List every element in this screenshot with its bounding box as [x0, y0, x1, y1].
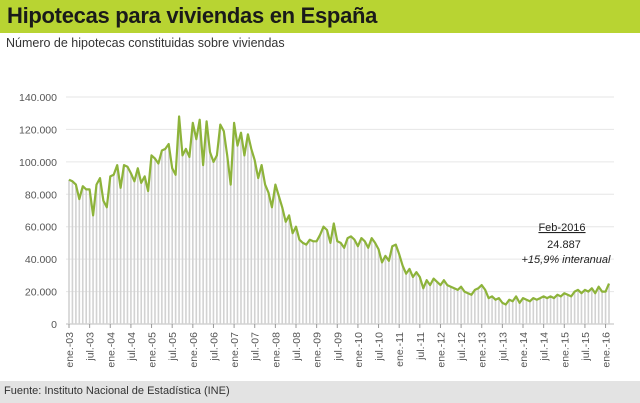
annotation-label: Feb-2016: [538, 222, 585, 234]
x-tick-label: ene.-04: [105, 332, 117, 368]
y-axis-ticks: 0 20.000 40.000 60.000 80.000 100.000 120.000 1…: [19, 92, 57, 331]
x-tick-label: ene.-09: [312, 332, 324, 368]
x-tick-label: jul.-06: [208, 332, 220, 362]
y-tick-label: 0: [51, 319, 57, 331]
x-tick-label: ene.-05: [147, 332, 159, 368]
y-tick-label: 20.000: [25, 287, 57, 299]
x-tick-label: jul.-07: [250, 332, 262, 362]
x-tick-label: jul.-14: [539, 332, 551, 362]
series-line: [68, 115, 611, 306]
line-layer: [68, 115, 611, 306]
source-bar: Fuente: Instituto Nacional de Estadístic…: [0, 381, 640, 403]
x-axis-ticks: ene.-03 jul.-03 ene.-04 jul.-04 ene.-05 jul.-…: [64, 324, 613, 368]
y-tick-label: 120.000: [19, 124, 57, 136]
x-tick-label: ene.-03: [64, 332, 76, 368]
x-tick-label: ene.-16: [601, 332, 613, 368]
x-tick-label: jul.-11: [415, 332, 427, 361]
y-tick-label: 140.000: [19, 92, 57, 104]
x-tick-label: ene.-06: [188, 332, 200, 368]
x-tick-label: ene.-12: [435, 332, 447, 368]
y-tick-label: 80.000: [25, 189, 57, 201]
title-bar: Hipotecas para viviendas en España: [0, 0, 640, 33]
x-tick-label: ene.-10: [353, 332, 365, 368]
x-tick-label: jul.-04: [126, 332, 138, 362]
x-tick-label: ene.-14: [518, 332, 530, 368]
annotation-change: +15,9% interanual: [522, 254, 612, 266]
y-tick-label: 60.000: [25, 222, 57, 234]
bar-layer: [68, 116, 610, 324]
x-tick-label: ene.-11: [394, 332, 406, 367]
annotation-layer: Feb-2016 24.887 +15,9% interanual: [522, 222, 612, 266]
annotation-value: 24.887: [547, 239, 581, 251]
chart-subtitle: Número de hipotecas constituidas sobre v…: [6, 36, 285, 50]
x-tick-label: jul.-10: [374, 332, 386, 362]
x-tick-label: jul.-13: [497, 332, 509, 362]
x-tick-label: ene.-13: [477, 332, 489, 368]
source-note: Fuente: Instituto Nacional de Estadístic…: [4, 385, 230, 397]
x-tick-label: jul.-03: [85, 332, 97, 362]
x-tick-label: jul.-12: [456, 332, 468, 362]
chart-title: Hipotecas para viviendas en España: [7, 3, 378, 28]
x-tick-label: jul.-15: [580, 332, 592, 362]
x-tick-label: jul.-09: [332, 332, 344, 362]
x-tick-label: jul.-08: [291, 332, 303, 362]
y-tick-label: 100.000: [19, 157, 57, 169]
x-tick-label: jul.-05: [167, 332, 179, 362]
chart-plot: 0 20.000 40.000 60.000 80.000 100.000 120.000 1…: [19, 92, 614, 368]
x-tick-label: ene.-08: [270, 332, 282, 368]
x-tick-label: ene.-15: [559, 332, 571, 368]
y-tick-label: 40.000: [25, 254, 57, 266]
x-tick-label: ene.-07: [229, 332, 241, 368]
